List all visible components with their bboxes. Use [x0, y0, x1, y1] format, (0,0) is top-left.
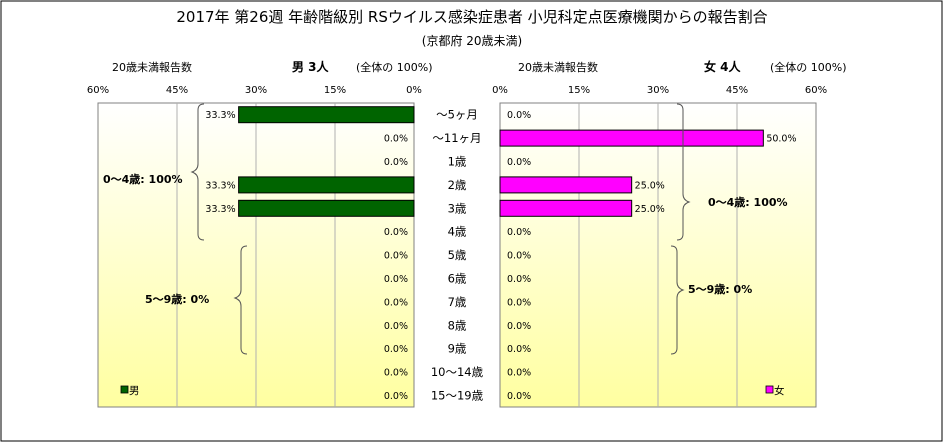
right-tick-label: 45%: [726, 85, 748, 96]
female-data-label: 0.0%: [507, 251, 531, 262]
left-brace-0-4: [190, 103, 205, 241]
category-label: 3歳: [448, 201, 467, 215]
category-label: ～11ヶ月: [432, 131, 481, 145]
right-annotation-0-4: 0～4歳: 100%: [708, 195, 788, 209]
male-data-label: 33.3%: [205, 110, 235, 121]
male-data-label: 0.0%: [384, 274, 408, 285]
category-label: ～5ヶ月: [436, 108, 478, 122]
left-header-count-label: 20歳未満報告数: [112, 61, 192, 74]
left-header-note: (全体の 100%): [356, 60, 433, 74]
right-header-count-label: 20歳未満報告数: [518, 61, 598, 74]
female-bar: [499, 176, 633, 194]
left-brace-5-9: [233, 245, 248, 355]
right-tick-label: 60%: [805, 85, 827, 96]
right-brace-0-4: [676, 103, 691, 241]
left-annotation-0-4: 0～4歳: 100%: [103, 172, 183, 186]
left-tick-label: 45%: [166, 85, 188, 96]
right-tick-label: 15%: [568, 85, 590, 96]
category-label: 7歳: [448, 295, 467, 309]
male-data-label: 0.0%: [384, 297, 408, 308]
female-data-label: 0.0%: [507, 157, 531, 168]
category-label: 9歳: [448, 342, 467, 356]
legend-male-label: 男: [129, 385, 140, 397]
category-label: 8歳: [448, 318, 467, 332]
female-data-label: 0.0%: [507, 321, 531, 332]
left-annotation-5-9: 5～9歳: 0%: [145, 292, 209, 306]
right-header-note: (全体の 100%): [770, 60, 847, 74]
left-tick-label: 60%: [87, 85, 109, 96]
right-brace-5-9: [670, 245, 685, 355]
female-data-label: 0.0%: [507, 297, 531, 308]
male-data-label: 0.0%: [384, 321, 408, 332]
right-annotation-5-9: 5～9歳: 0%: [688, 282, 752, 296]
female-data-label: 0.0%: [507, 227, 531, 238]
male-data-label: 0.0%: [384, 344, 408, 355]
female-data-label: 50.0%: [766, 134, 796, 145]
male-data-label: 0.0%: [384, 251, 408, 262]
male-bar: [238, 176, 415, 194]
female-bar: [499, 129, 764, 147]
left-tick-label: 15%: [324, 85, 346, 96]
category-label: 4歳: [448, 225, 467, 239]
female-bar: [499, 199, 633, 217]
chart-subtitle: (京都府 20歳未満): [422, 33, 522, 48]
chart-title: 2017年 第26週 年齢階級別 RSウイルス感染症患者 小児科定点医療機関から…: [176, 8, 767, 26]
female-data-label: 0.0%: [507, 274, 531, 285]
left-tick-label: 30%: [245, 85, 267, 96]
male-bar: [238, 106, 415, 124]
male-data-label: 0.0%: [384, 227, 408, 238]
legend-male-swatch: [120, 385, 129, 394]
brace-group: [190, 103, 691, 355]
female-data-label: 0.0%: [507, 110, 531, 121]
left-tick-label: 0%: [406, 85, 422, 96]
female-data-label: 25.0%: [635, 180, 665, 191]
category-label: 5歳: [448, 248, 467, 262]
right-tick-label: 0%: [492, 85, 508, 96]
category-label: 6歳: [448, 272, 467, 286]
female-data-label: 0.0%: [507, 391, 531, 402]
right-tick-label: 30%: [647, 85, 669, 96]
female-data-label: 25.0%: [635, 204, 665, 215]
male-data-label: 0.0%: [384, 134, 408, 145]
male-data-label: 0.0%: [384, 391, 408, 402]
legend-female-swatch: [765, 385, 774, 394]
male-data-label: 0.0%: [384, 368, 408, 379]
female-data-label: 0.0%: [507, 344, 531, 355]
category-label: 15～19歳: [431, 389, 484, 403]
male-data-label: 0.0%: [384, 157, 408, 168]
category-label: 1歳: [448, 155, 467, 169]
female-data-label: 0.0%: [507, 368, 531, 379]
category-label: 2歳: [448, 178, 467, 192]
male-data-label: 33.3%: [205, 204, 235, 215]
category-label: 10～14歳: [431, 365, 484, 379]
male-data-label: 33.3%: [205, 180, 235, 191]
right-header-title: 女 4人: [704, 59, 742, 74]
male-bar: [238, 199, 415, 217]
left-header-title: 男 3人: [292, 59, 330, 74]
legend-female-label: 女: [774, 384, 785, 397]
